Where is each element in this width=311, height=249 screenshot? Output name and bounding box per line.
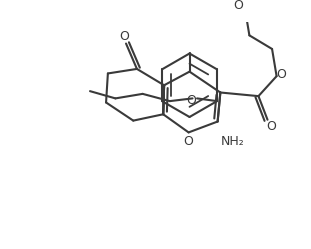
Text: O: O bbox=[184, 135, 193, 148]
Text: O: O bbox=[266, 121, 276, 133]
Text: NH₂: NH₂ bbox=[220, 135, 244, 148]
Text: O: O bbox=[186, 94, 196, 107]
Text: O: O bbox=[276, 68, 286, 81]
Text: O: O bbox=[234, 0, 244, 12]
Text: O: O bbox=[119, 30, 129, 43]
